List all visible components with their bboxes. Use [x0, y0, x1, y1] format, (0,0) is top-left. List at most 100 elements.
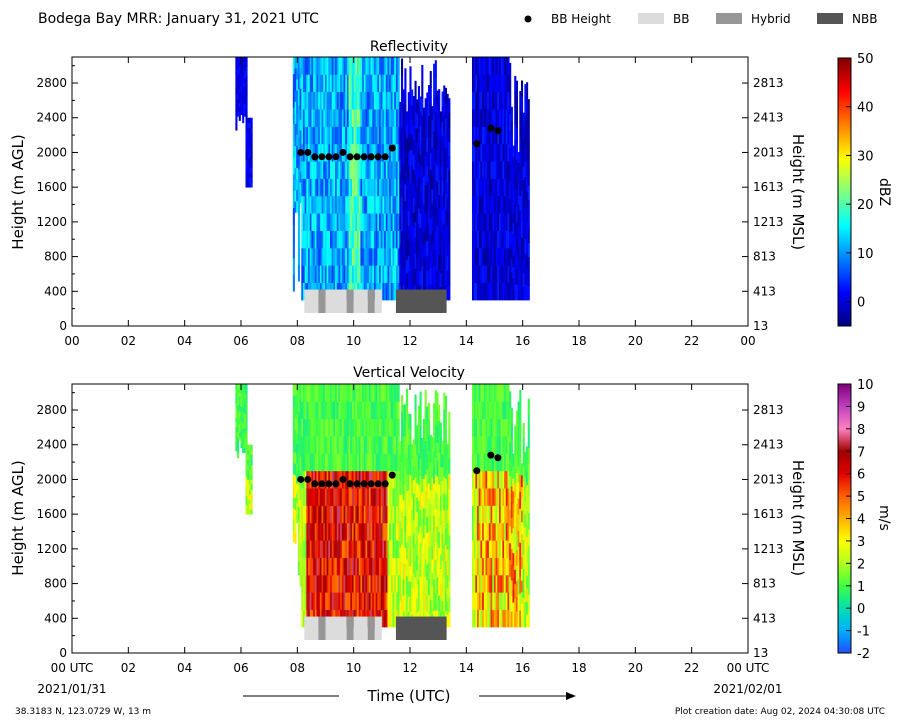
heatmap-cell [448, 213, 451, 229]
heatmap-cell [314, 401, 317, 420]
heatmap-cell [375, 143, 378, 162]
heatmap-cell [380, 436, 383, 454]
heatmap-cell [247, 137, 250, 143]
heatmap-cell [296, 413, 299, 425]
heatmap-cell [493, 230, 497, 249]
heatmap-cell [384, 143, 387, 162]
heatmap-cell [487, 592, 490, 611]
heatmap-cell [237, 112, 240, 117]
heatmap-cell [505, 609, 508, 628]
heatmap-cell [245, 94, 248, 104]
heatmap-cell [292, 474, 295, 486]
heatmap-cell [392, 436, 395, 454]
heatmap-cell [505, 57, 508, 75]
heatmap-cell [314, 161, 317, 179]
bb-height-point [346, 480, 354, 488]
heatmap-cell [302, 574, 306, 593]
heatmap-cell [433, 419, 436, 436]
heatmap-cell [243, 107, 246, 113]
heatmap-cell [385, 178, 388, 197]
heatmap-cell [416, 425, 419, 441]
heatmap-cell [422, 217, 426, 232]
heatmap-cell [433, 80, 436, 98]
heatmap-cell [433, 232, 436, 250]
heatmap-cell [242, 403, 245, 409]
heatmap-cell [444, 494, 448, 512]
heatmap-cell [301, 505, 304, 524]
heatmap-cell [485, 453, 488, 472]
heatmap-cell [370, 470, 373, 489]
heatmap-cell [416, 554, 419, 570]
x-tick-label: 02 [121, 334, 136, 348]
heatmap-cell [490, 126, 493, 145]
heatmap-cell [426, 225, 429, 242]
heatmap-cell [306, 74, 309, 93]
heatmap-cell [510, 134, 513, 149]
x-tick-label: 14 [459, 334, 474, 348]
heatmap-cell [400, 144, 404, 163]
heatmap-cell [353, 143, 356, 162]
heatmap-cell [341, 195, 344, 214]
heatmap-cell [235, 62, 238, 68]
heatmap-cell [517, 401, 520, 419]
heatmap-cell [351, 91, 355, 110]
heatmap-cell [294, 406, 297, 419]
heatmap-cell [441, 440, 444, 455]
heatmap-cell [336, 247, 339, 266]
heatmap-cell [527, 256, 530, 272]
heatmap-cell [340, 109, 343, 127]
heatmap-cell [240, 393, 243, 399]
heatmap-cell [341, 505, 344, 524]
heatmap-cell [412, 227, 415, 243]
heatmap-cell [297, 560, 300, 575]
heatmap-cell [527, 199, 530, 215]
heatmap-cell [426, 437, 429, 455]
heatmap-cell [448, 442, 451, 459]
heatmap-cell [247, 449, 250, 456]
heatmap-cell [345, 230, 348, 249]
heatmap-cell [473, 213, 476, 231]
heatmap-cell [482, 213, 485, 231]
heatmap-cell [406, 205, 409, 220]
heatmap-cell [345, 453, 348, 472]
heatmap-cell [248, 177, 251, 183]
heatmap-cell [350, 143, 353, 162]
heatmap-cell [475, 109, 478, 127]
heatmap-cell [520, 143, 524, 160]
heatmap-cell [309, 384, 312, 402]
heatmap-cell [394, 109, 397, 127]
bb-type-segment [395, 289, 447, 313]
heatmap-cell [343, 265, 346, 284]
heatmap-cell [490, 609, 493, 628]
heatmap-cell [358, 178, 361, 197]
heatmap-cell [480, 453, 483, 472]
heatmap-cell [367, 488, 370, 506]
heatmap-cell [385, 230, 388, 249]
heatmap-cell [499, 436, 502, 454]
heatmap-cell [375, 126, 378, 145]
colorbar-tick-label: 7 [857, 445, 865, 460]
heatmap-cell [375, 401, 378, 420]
heatmap-cell [309, 574, 312, 593]
heatmap-cell [502, 453, 505, 472]
heatmap-cell [473, 401, 476, 420]
heatmap-cell [478, 488, 481, 506]
heatmap-cell [416, 171, 419, 186]
x-tick-label: 10 [346, 661, 361, 675]
heatmap-cell [490, 401, 493, 420]
heatmap-cell [429, 599, 432, 614]
heatmap-cell [412, 439, 415, 454]
heatmap-cell [392, 488, 395, 506]
heatmap-cell [438, 420, 441, 438]
heatmap-cell [353, 91, 356, 110]
heatmap-cell [237, 65, 240, 71]
heatmap-cell [365, 265, 368, 284]
heatmap-cell [247, 504, 250, 510]
heatmap-cell [512, 540, 515, 554]
heatmap-cell [444, 428, 448, 446]
heatmap-cell [397, 57, 400, 75]
heatmap-cell [517, 289, 520, 301]
heatmap-cell [301, 609, 304, 628]
heatmap-cell [382, 265, 385, 284]
heatmap-cell [302, 609, 306, 628]
